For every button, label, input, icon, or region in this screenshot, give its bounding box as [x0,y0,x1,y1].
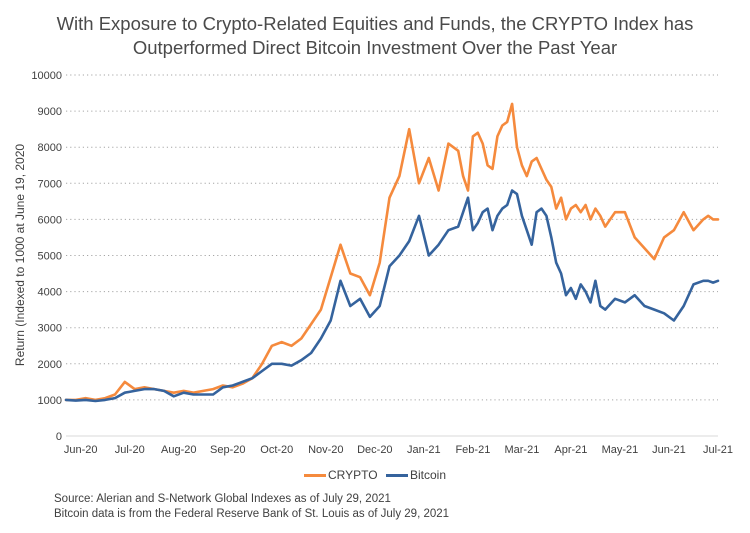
source-note: Source: Alerian and S-Network Global Ind… [54,492,449,522]
x-tick-label: Nov-20 [308,444,343,456]
y-tick-label: 1000 [38,395,62,407]
x-tick-label: Mar-21 [504,444,539,456]
y-tick-label: 0 [56,431,62,443]
y-tick-label: 2000 [38,359,62,371]
legend-swatch-bitcoin [386,473,408,477]
y-tick-label: 6000 [38,214,62,226]
legend-swatch-crypto [304,473,326,477]
x-tick-label: Sep-20 [210,444,245,456]
x-tick-label: Oct-20 [260,444,293,456]
y-tick-label: 8000 [38,142,62,154]
legend-label-bitcoin: Bitcoin [410,468,447,482]
x-tick-label: Feb-21 [455,444,490,456]
source-line-2: Bitcoin data is from the Federal Reserve… [54,508,450,520]
x-tick-label: May-21 [602,444,639,456]
legend-item-bitcoin: Bitcoin [386,468,446,482]
x-tick-label: Apr-21 [554,444,587,456]
x-tick-label: Jan-21 [407,444,441,456]
chart-title-line-2: Outperformed Direct Bitcoin Investment O… [132,37,618,58]
legend-label-crypto: CRYPTO [328,468,378,482]
series-line-bitcoin [64,189,720,403]
y-tick-label: 7000 [38,178,62,190]
y-tick-label: 3000 [38,323,62,335]
y-tick-label: 4000 [38,287,62,299]
x-tick-label: Dec-20 [357,444,392,456]
x-tick-label: Aug-20 [161,444,196,456]
y-tick-label: 10000 [31,70,62,82]
y-tick-label: 5000 [38,251,62,263]
chart-title-line-1: With Exposure to Crypto-Related Equities… [56,13,694,34]
x-tick-label: Jul-21 [703,444,733,456]
x-tick-label: Jul-20 [115,444,145,456]
legend-item-crypto: CRYPTO [304,468,378,482]
chart-title: With Exposure to Crypto-Related Equities… [0,12,750,60]
y-tick-label: 9000 [38,106,62,118]
source-line-1: Source: Alerian and S-Network Global Ind… [54,493,391,505]
x-tick-label: Jun-21 [652,444,686,456]
series-line-crypto [64,102,720,402]
x-tick-label: Jun-20 [64,444,98,456]
